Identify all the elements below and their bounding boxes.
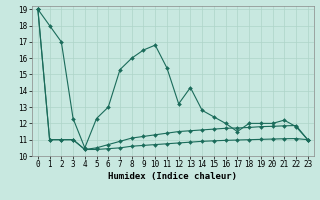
X-axis label: Humidex (Indice chaleur): Humidex (Indice chaleur) bbox=[108, 172, 237, 181]
